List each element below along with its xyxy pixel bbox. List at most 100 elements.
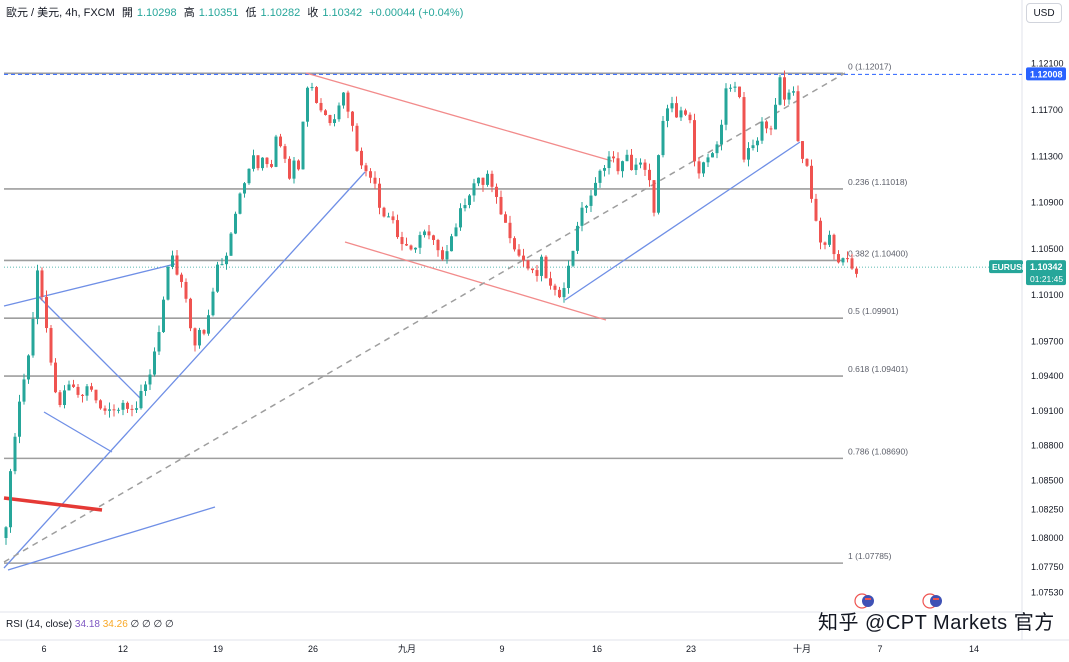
time-tick-label: 6 <box>41 644 46 654</box>
candle-body <box>202 329 206 334</box>
candle-body <box>558 289 561 298</box>
time-tick-label: 九月 <box>398 644 416 654</box>
candle-body <box>472 183 476 196</box>
candle-body <box>391 216 395 221</box>
candle-body <box>40 270 44 297</box>
rsi-value-1: 34.18 <box>74 619 100 630</box>
price-tick-label: 1.07530 <box>1031 588 1064 598</box>
candle-body <box>508 222 512 239</box>
trend-line <box>564 141 801 301</box>
candle-body <box>382 207 386 217</box>
candle-body <box>409 245 413 250</box>
candle-body <box>711 153 714 158</box>
candle-body <box>153 351 156 375</box>
candle-body <box>652 180 656 213</box>
candle-body <box>351 111 354 126</box>
candle-body <box>630 154 633 171</box>
trend-line <box>3 263 176 307</box>
currency-button[interactable]: USD <box>1026 3 1062 23</box>
candle-body <box>616 158 620 172</box>
candle-body <box>477 177 480 184</box>
rsi-name: RSI (14, close) <box>6 619 73 630</box>
candle-body <box>580 207 584 226</box>
high-value: 1.10351 <box>198 7 239 19</box>
open-label: 開 <box>121 7 133 19</box>
candle-body <box>468 195 471 206</box>
candle-body <box>499 196 503 215</box>
candle-body <box>567 265 570 289</box>
candle-body <box>787 92 791 100</box>
candle-body <box>211 291 215 316</box>
candle-body <box>544 256 548 279</box>
candle-body <box>603 168 606 171</box>
candle-body <box>238 193 242 214</box>
candle-body <box>337 105 341 120</box>
candle-body <box>693 120 696 162</box>
candle-body <box>310 87 314 89</box>
price-tick-label: 1.10900 <box>1031 198 1064 208</box>
price-tick-label: 1.08800 <box>1031 441 1064 451</box>
change-value: +0.00044 (+0.04%) <box>369 7 464 19</box>
candle-body <box>346 92 350 112</box>
candle-body <box>828 234 831 245</box>
trend-line <box>37 295 141 399</box>
candle-body <box>283 146 287 159</box>
rsi-legend: RSI (14, close) 34.18 34.26 ∅ ∅ ∅ ∅ <box>6 619 174 630</box>
watermark: 知乎 @CPT Markets 官方 <box>818 612 1055 634</box>
candle-body <box>405 244 408 246</box>
trend-line <box>3 171 366 569</box>
candle-body <box>301 121 305 170</box>
candle-body <box>463 205 467 209</box>
candle-body <box>504 214 507 223</box>
close-label: 收 <box>307 7 319 19</box>
fib-level-label: 0.786 (1.08690) <box>848 446 908 456</box>
candle-body <box>612 156 615 159</box>
candle-body <box>45 296 48 329</box>
candle-body <box>751 145 755 149</box>
candle-body <box>436 239 440 251</box>
candle-body <box>621 161 624 172</box>
candle-body <box>63 390 66 405</box>
channel-line <box>344 241 607 321</box>
candle-body <box>625 154 629 162</box>
candle-body <box>13 436 17 472</box>
candle-body <box>279 136 282 147</box>
candle-body <box>486 173 489 185</box>
candle-body <box>9 471 12 528</box>
time-tick-label: 23 <box>686 644 696 654</box>
price-tick-label: 1.11300 <box>1031 151 1063 161</box>
price-tick-label: 1.08250 <box>1031 504 1064 514</box>
fib-level-label: 0.382 (1.10400) <box>848 248 908 258</box>
fib-level-label: 0.5 (1.09901) <box>848 306 899 316</box>
candle-body <box>441 250 444 260</box>
price-tick-label: 1.11700 <box>1031 105 1063 115</box>
candle-body <box>324 110 327 116</box>
candle-body <box>810 165 813 199</box>
candle-body <box>540 256 543 276</box>
candle-body <box>607 156 611 169</box>
candle-body <box>360 150 363 166</box>
candle-body <box>702 162 705 174</box>
candle-body <box>94 389 98 401</box>
candle-body <box>243 183 246 194</box>
candle-body <box>315 87 318 103</box>
candle-body <box>675 103 678 118</box>
rsi-rest: ∅ ∅ ∅ ∅ <box>130 619 174 630</box>
time-tick-label: 12 <box>118 644 128 654</box>
candle-body <box>333 119 336 124</box>
candle-body <box>265 157 269 165</box>
price-tick-label: 1.09700 <box>1031 336 1064 346</box>
candle-body <box>27 355 30 380</box>
price-tick-label: 1.12100 <box>1031 59 1064 69</box>
candle-body <box>481 177 485 185</box>
price-tick-label: 1.09100 <box>1031 406 1064 416</box>
rsi-value-2: 34.26 <box>102 619 128 630</box>
candle-body <box>837 254 840 263</box>
candle-body <box>585 205 588 208</box>
candle-body <box>414 247 417 250</box>
candle-body <box>522 255 525 261</box>
candle-body <box>724 88 728 125</box>
candle-body <box>450 236 453 252</box>
candle-body <box>733 86 737 88</box>
